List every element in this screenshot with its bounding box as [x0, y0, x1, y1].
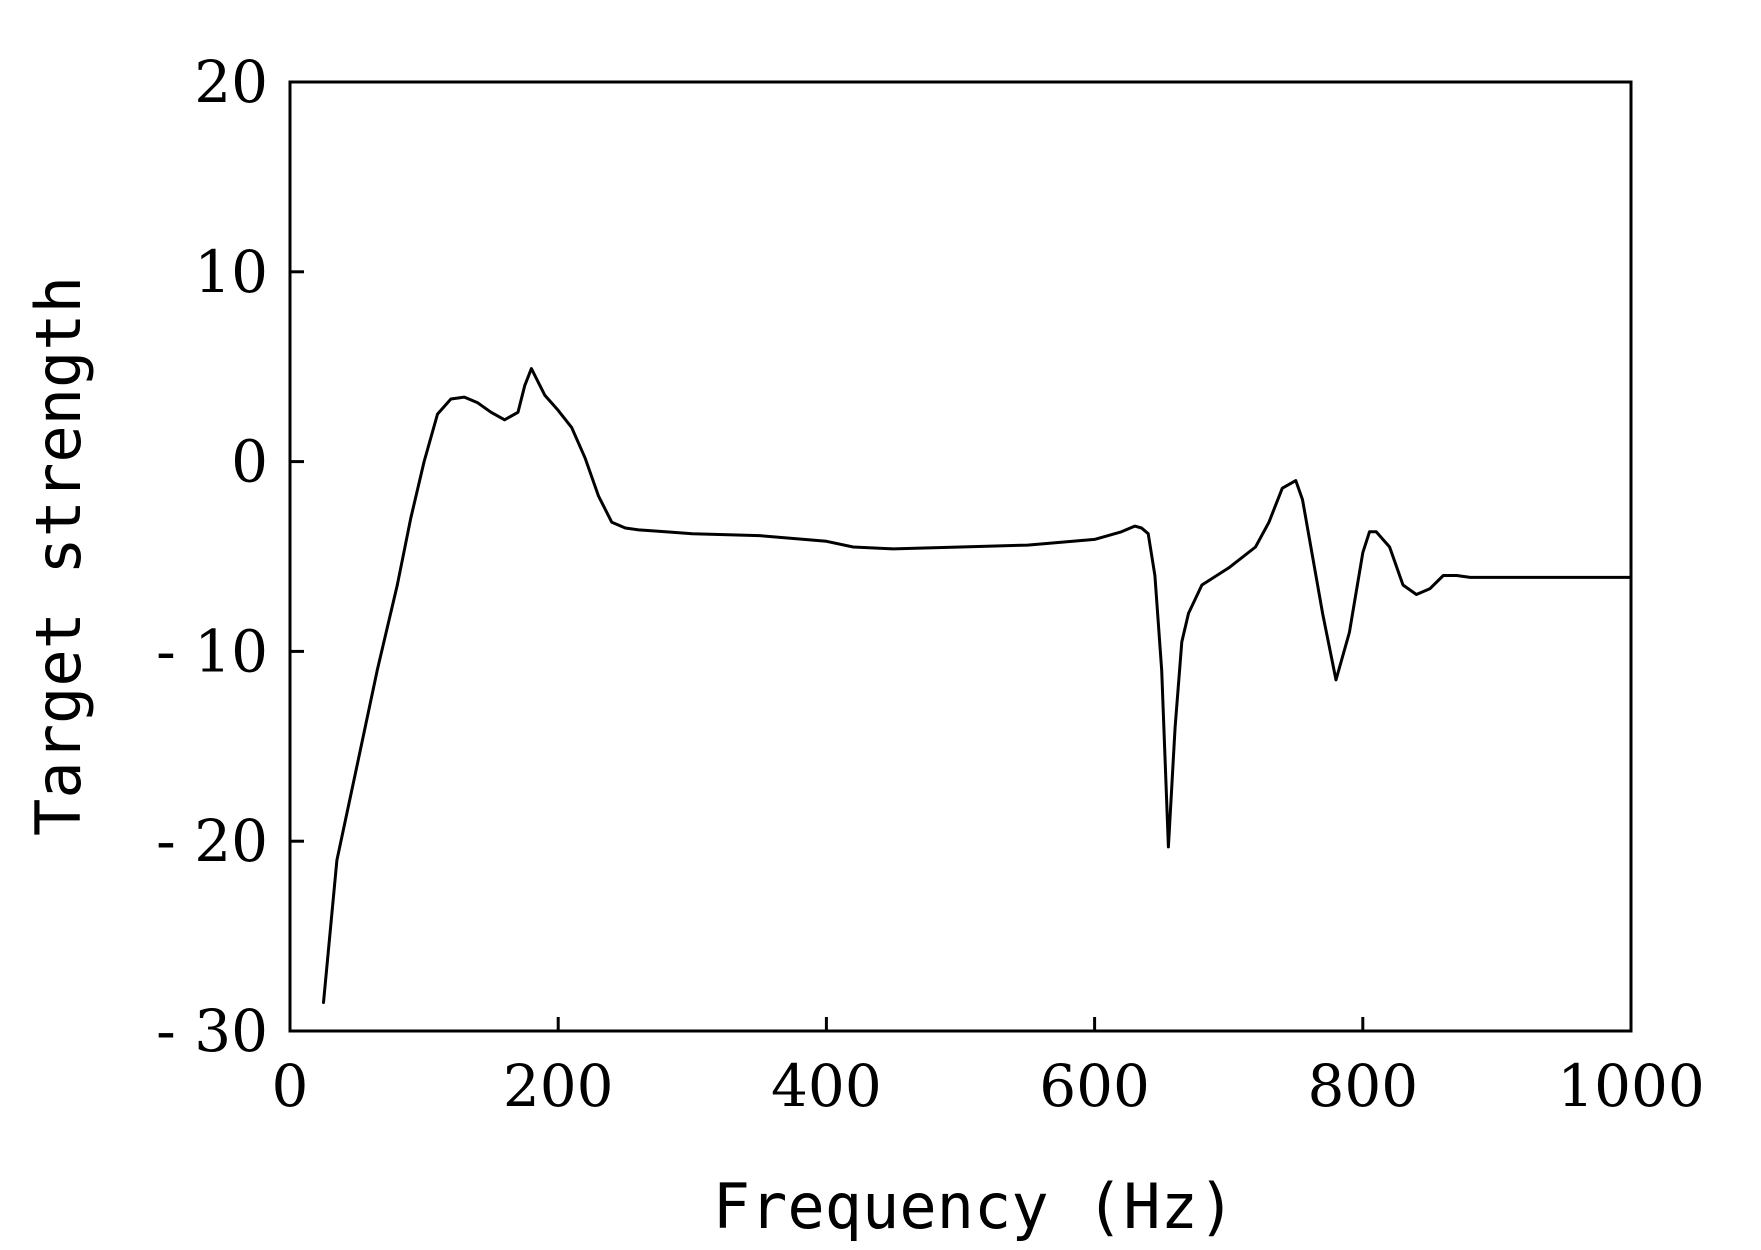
y-tick-label: 10 [194, 238, 268, 306]
y-tick-label: 20 [194, 48, 268, 116]
x-tick-labels: 0 200 400 600 800 1000 [272, 1052, 1705, 1120]
x-axis-label: Frequency (Hz) [713, 1170, 1236, 1243]
y-tick-label: - 20 [156, 807, 268, 875]
tick-marks [288, 80, 1633, 1033]
series-line [322, 367, 1633, 1004]
x-tick-label: 800 [1307, 1052, 1418, 1120]
x-tick-label: 600 [1039, 1052, 1150, 1120]
y-tick-label: - 30 [156, 997, 268, 1065]
y-tick-label: - 10 [156, 617, 268, 685]
y-tick-label: 0 [231, 428, 268, 496]
x-tick-label: 1000 [1557, 1052, 1705, 1120]
x-tick-label: 400 [771, 1052, 882, 1120]
plot-frame [288, 80, 1633, 1033]
y-tick-labels: 20 10 0 - 10 - 20 - 30 [156, 48, 268, 1065]
x-tick-label: 0 [272, 1052, 309, 1120]
x-tick-label: 200 [503, 1052, 614, 1120]
y-axis-label: Target strength [22, 276, 95, 836]
